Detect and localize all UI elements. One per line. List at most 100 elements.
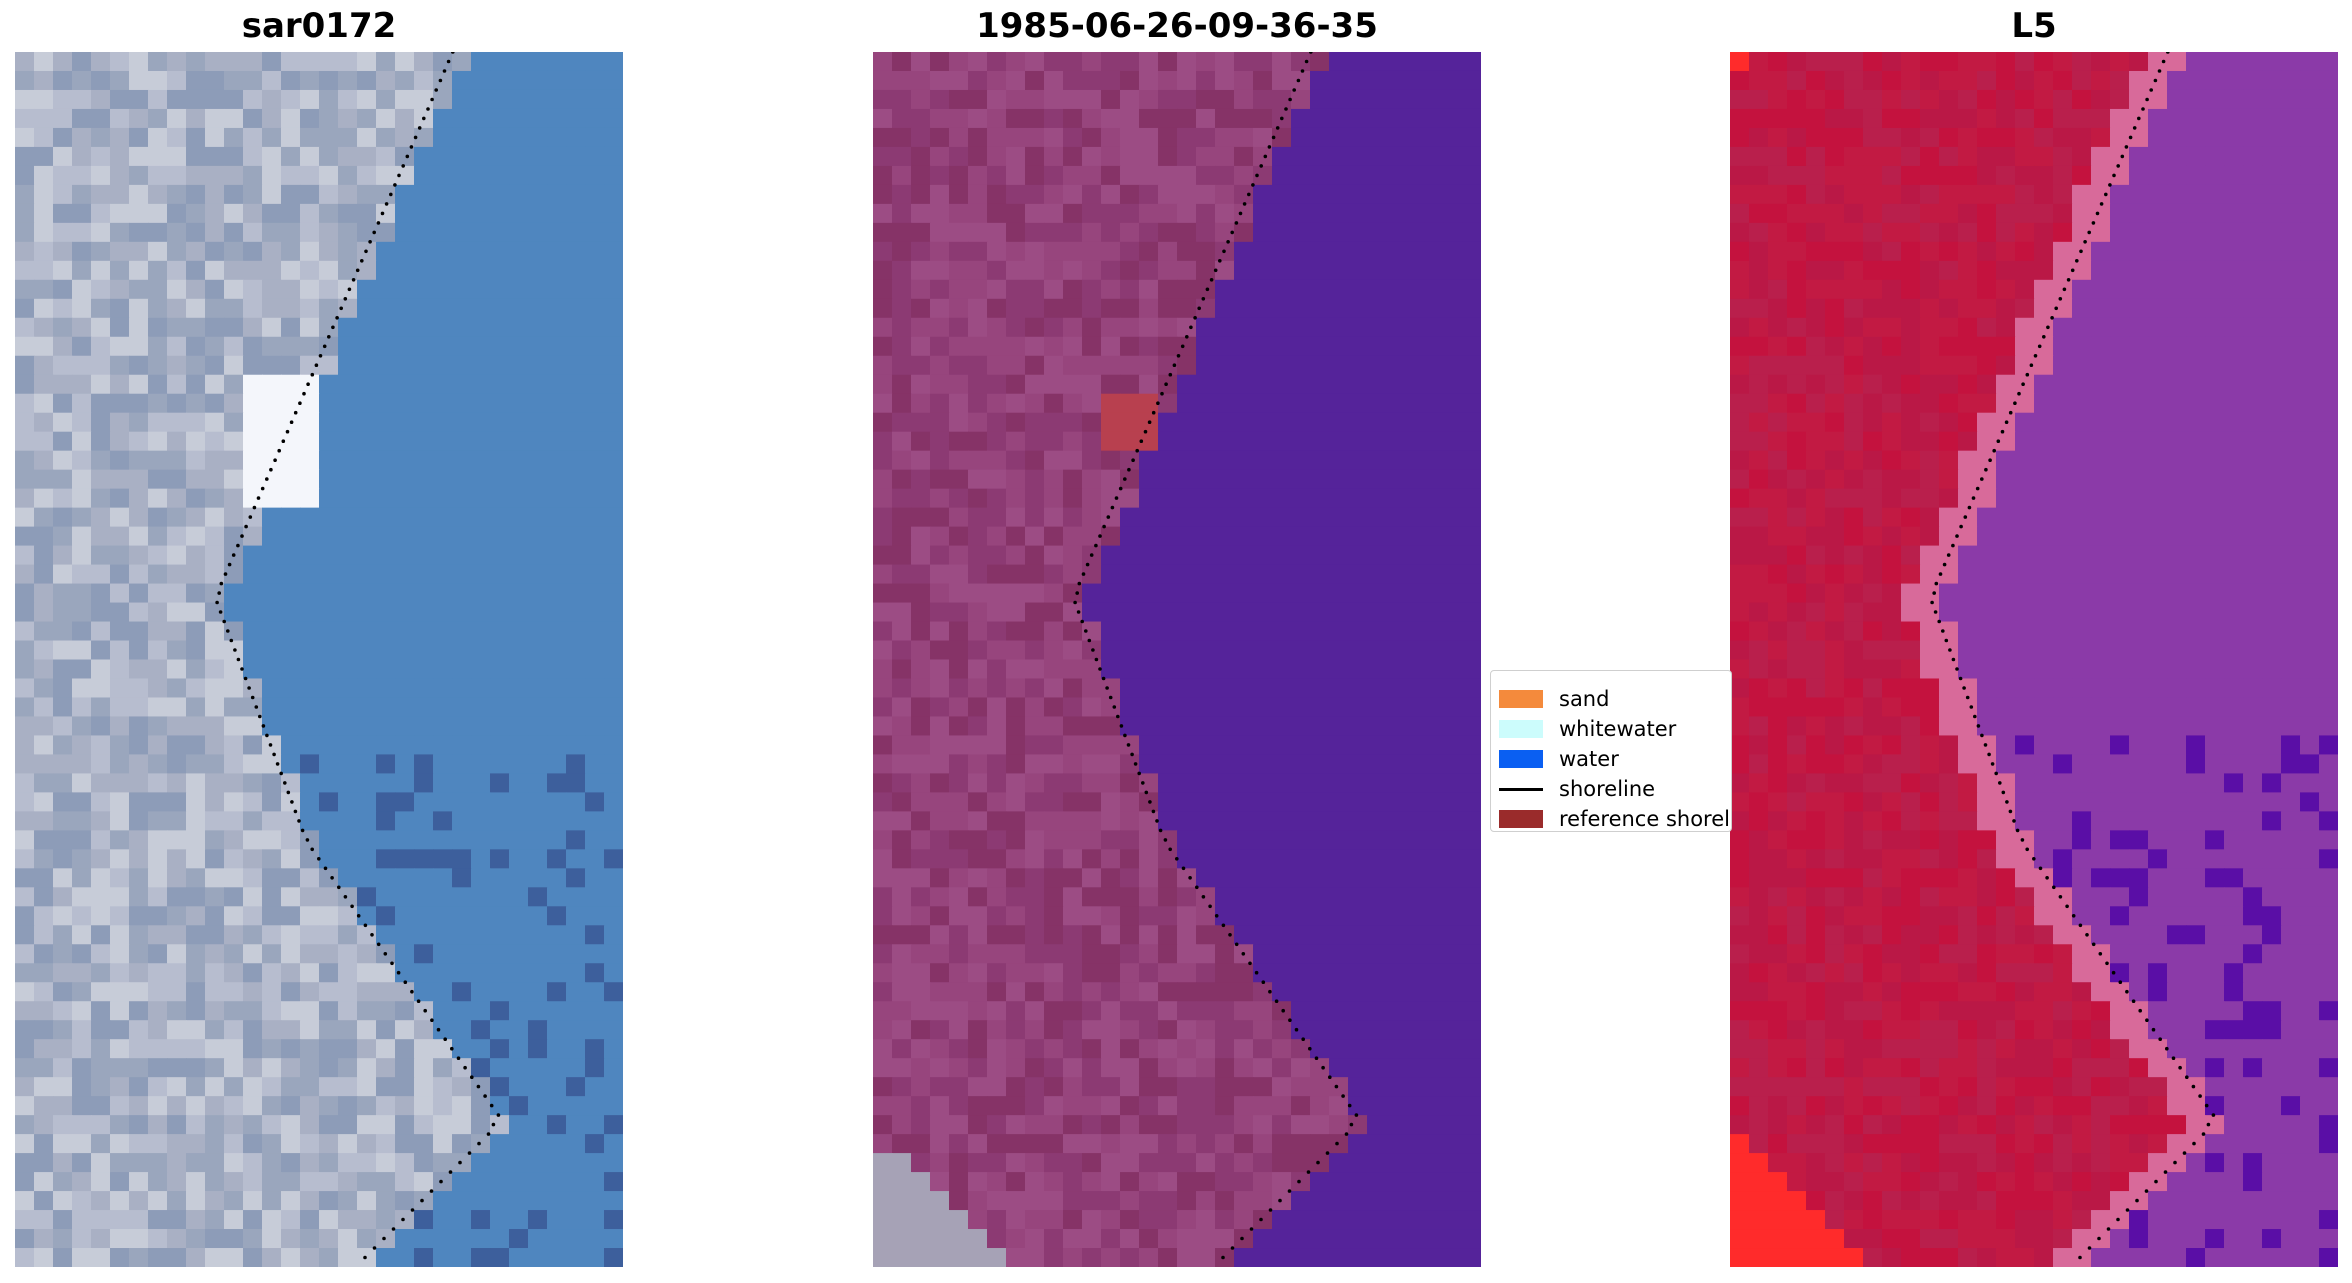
image-pixel (1253, 1248, 1273, 1267)
image-pixel (528, 887, 548, 907)
image-pixel (1177, 1001, 1197, 1021)
image-pixel (1082, 830, 1102, 850)
image-pixel (585, 868, 605, 888)
image-pixel (262, 1134, 282, 1154)
shoreline-dot (410, 989, 414, 994)
image-pixel (433, 792, 453, 812)
image-pixel (1749, 127, 1769, 148)
image-pixel (547, 1058, 567, 1078)
image-pixel (395, 355, 415, 376)
shoreline-dot (236, 543, 240, 548)
image-pixel (873, 697, 893, 718)
image-pixel (34, 1077, 54, 1097)
image-pixel (1863, 222, 1883, 243)
image-pixel (243, 336, 263, 357)
image-pixel (205, 165, 225, 186)
shoreline-dot (372, 1246, 377, 1250)
image-pixel (1006, 336, 1026, 357)
image-pixel (1749, 336, 1769, 357)
image-pixel (528, 716, 548, 737)
image-pixel (471, 1210, 491, 1230)
image-pixel (281, 374, 301, 395)
image-pixel (186, 431, 206, 452)
image-pixel (414, 925, 434, 945)
image-pixel (892, 203, 912, 224)
image-pixel (873, 298, 893, 319)
image-pixel (892, 773, 912, 793)
image-pixel (1139, 887, 1159, 907)
image-pixel (547, 1134, 567, 1154)
image-pixel (1424, 716, 1444, 737)
shoreline-dot (1287, 1189, 1292, 1193)
shoreline-dot (390, 961, 394, 966)
image-pixel (1196, 583, 1216, 604)
image-pixel (2110, 374, 2130, 395)
image-pixel (1310, 1077, 1330, 1097)
image-pixel (1462, 1229, 1481, 1249)
image-pixel (338, 203, 358, 224)
image-pixel (2186, 298, 2206, 319)
image-pixel (1158, 488, 1178, 509)
image-pixel (2015, 355, 2035, 376)
image-pixel (110, 222, 130, 243)
shoreline-dot (289, 420, 294, 425)
image-pixel (91, 1229, 111, 1249)
image-pixel (1196, 868, 1216, 888)
image-pixel (1462, 640, 1481, 661)
image-pixel (1462, 298, 1481, 319)
image-pixel (414, 1134, 434, 1154)
image-pixel (987, 887, 1007, 907)
image-pixel (1120, 1153, 1140, 1173)
image-pixel (281, 1096, 301, 1116)
image-pixel (1806, 70, 1826, 91)
image-pixel (968, 374, 988, 395)
shoreline-dot (1222, 249, 1226, 254)
image-pixel (1101, 735, 1121, 756)
image-pixel (1063, 830, 1083, 850)
image-pixel (1291, 450, 1311, 471)
image-pixel (91, 963, 111, 983)
image-pixel (1139, 830, 1159, 850)
image-pixel (1253, 127, 1273, 148)
image-pixel (1215, 1001, 1235, 1021)
image-pixel (1901, 184, 1921, 205)
image-pixel (892, 906, 912, 926)
image-pixel (395, 260, 415, 281)
image-pixel (1120, 1134, 1140, 1154)
shoreline-dot (222, 619, 226, 624)
image-pixel (1310, 488, 1330, 509)
image-pixel (15, 944, 35, 964)
image-pixel (433, 982, 453, 1002)
image-pixel (15, 754, 35, 774)
image-pixel (205, 89, 225, 110)
image-pixel (968, 621, 988, 642)
image-pixel (281, 393, 301, 414)
image-pixel (1863, 374, 1883, 395)
image-pixel (53, 564, 73, 585)
image-pixel (1920, 241, 1940, 262)
image-pixel (566, 1210, 586, 1230)
image-pixel (604, 1039, 623, 1059)
image-pixel (395, 241, 415, 262)
image-pixel (1177, 982, 1197, 1002)
image-pixel (987, 336, 1007, 357)
image-pixel (490, 659, 510, 680)
image-pixel (2243, 374, 2263, 395)
image-pixel (1310, 1039, 1330, 1059)
image-pixel (1367, 602, 1387, 623)
image-pixel (2034, 165, 2054, 186)
image-pixel (968, 640, 988, 661)
image-pixel (949, 70, 969, 91)
image-pixel (1063, 1210, 1083, 1230)
image-pixel (1025, 868, 1045, 888)
image-pixel (281, 336, 301, 357)
image-pixel (262, 602, 282, 623)
image-pixel (2167, 241, 2187, 262)
image-pixel (1139, 906, 1159, 926)
image-pixel (1006, 184, 1026, 205)
image-pixel (243, 1077, 263, 1097)
image-pixel (1443, 355, 1463, 376)
image-pixel (987, 469, 1007, 490)
shoreline-dot (1123, 477, 1127, 481)
image-pixel (987, 830, 1007, 850)
